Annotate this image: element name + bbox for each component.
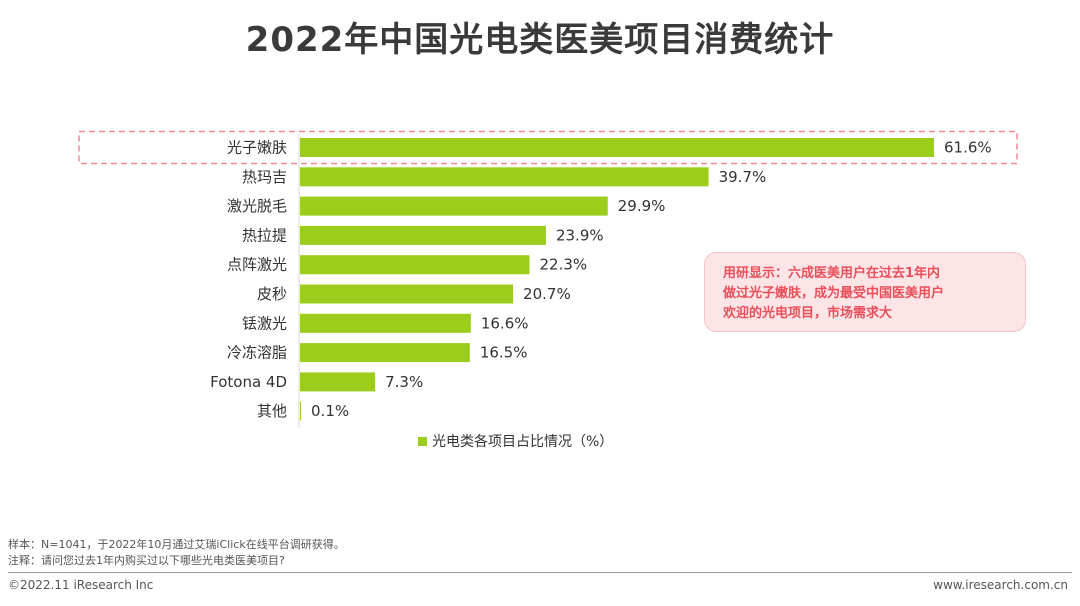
category-label-5: 皮秒 [257,285,287,303]
callout-line-1: 用研显示：六成医美用户在过去1年内 [723,266,941,281]
category-label-3: 热拉提 [242,226,287,244]
value-label-7: 16.5% [480,344,528,362]
category-label-0: 光子嫩肤 [227,139,287,157]
bar-6 [300,313,471,333]
category-label-8: Fotona 4D [210,373,287,391]
category-label-7: 冷冻溶脂 [227,344,287,362]
question-note: 注释：请问您过去1年内购买过以下哪些光电类医美项目? [8,554,285,567]
footer-divider [8,572,1072,573]
insight-callout: 用研显示：六成医美用户在过去1年内 做过光子嫩肤，成为最受中国医美用户 欢迎的光… [704,252,1026,332]
source-notes: 样本：N=1041，于2022年10月通过艾瑞iClick在线平台调研获得。 注… [8,537,345,569]
value-label-1: 39.7% [719,168,767,186]
bar-3 [300,225,546,245]
value-label-6: 16.6% [481,314,529,332]
callout-line-3: 欢迎的光电项目，市场需求大 [723,306,893,321]
category-label-6: 铥激光 [242,314,287,332]
bar-0 [300,138,934,157]
value-label-9: 0.1% [311,402,349,420]
bar-5 [300,284,514,304]
bar-1 [300,167,709,187]
category-label-9: 其他 [257,402,287,420]
copyright-text: ©2022.11 iResearch Inc [8,578,154,592]
bar-7 [300,343,470,363]
sample-note: 样本：N=1041，于2022年10月通过艾瑞iClick在线平台调研获得。 [8,538,345,551]
value-label-2: 29.9% [618,197,666,215]
bar-chart: 光子嫩肤 61.6% 热玛吉 39.7% 激光脱毛 29.9% 热拉提 23.9% 点阵激光 22… [78,130,1018,450]
bar-8 [300,372,376,392]
legend-label: 光电类各项目占比情况（%） [432,434,613,450]
highlight-frame [78,130,1018,165]
category-label-1: 热玛吉 [242,168,287,186]
value-label-4: 22.3% [540,256,588,274]
value-label-0: 61.6% [944,139,992,157]
category-label-4: 点阵激光 [227,256,287,274]
callout-line-2: 做过光子嫩肤，成为最受中国医美用户 [723,286,945,301]
chart-title: 2022年中国光电类医美项目消费统计 [245,20,835,60]
value-label-5: 20.7% [523,285,571,303]
value-label-3: 23.9% [556,226,604,244]
bar-4 [300,255,530,275]
website-link[interactable]: www.iresearch.com.cn [933,578,1068,592]
bar-9 [300,401,302,421]
value-label-8: 7.3% [385,373,423,391]
category-label-2: 激光脱毛 [227,197,287,215]
bar-2 [300,196,608,216]
legend-swatch [418,437,427,446]
